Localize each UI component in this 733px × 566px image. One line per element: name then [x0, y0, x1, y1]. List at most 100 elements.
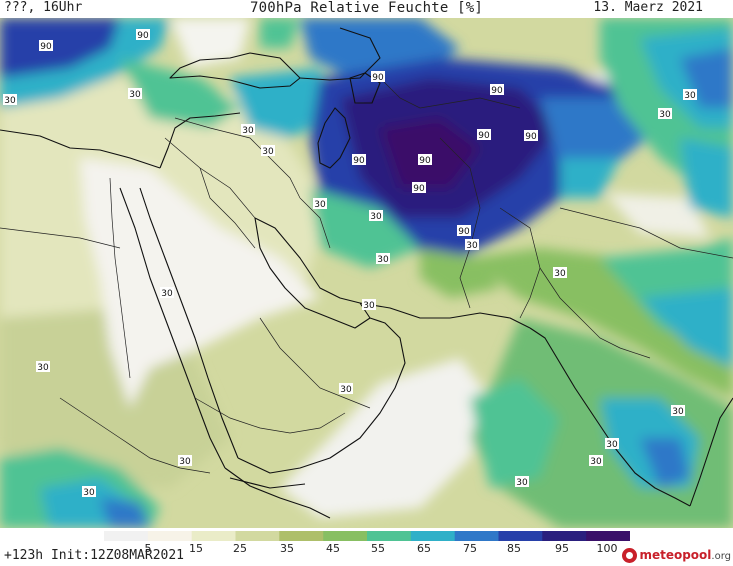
- contour-label: 90: [457, 225, 471, 237]
- color-scale-swatch: [586, 531, 630, 541]
- contour-label: 30: [671, 405, 685, 417]
- svg-text:90: 90: [413, 184, 425, 194]
- meteopool-logo-icon: [622, 547, 638, 563]
- svg-text:30: 30: [466, 241, 478, 251]
- color-scale-tick-label: 85: [507, 542, 521, 555]
- color-scale-tick-label: 100: [596, 542, 618, 555]
- color-scale-tick-label: 75: [463, 542, 477, 555]
- logo-domain: .org: [711, 551, 731, 562]
- humidity-field: [0, 18, 733, 528]
- contour-label: 30: [465, 239, 479, 251]
- contour-label: 30: [589, 455, 603, 467]
- svg-text:30: 30: [161, 289, 173, 299]
- color-scale-swatch: [454, 531, 499, 541]
- contour-label: 90: [524, 130, 538, 142]
- contour-label: 30: [261, 145, 275, 157]
- humidity-map: 90 90 30 30 90 90 90 90 90 90 30 30 90 30 30 30 90 30 30 30…: [0, 18, 733, 528]
- contour-label: 90: [418, 154, 432, 166]
- svg-text:90: 90: [491, 86, 503, 96]
- svg-text:30: 30: [554, 269, 566, 279]
- color-scale-swatch: [279, 531, 324, 541]
- color-scale-tick-label: 65: [417, 542, 431, 555]
- contour-label-layer: 90 90 30 30 90 90 90 90 90 90 30 30 90 30 30 30 90 30 30 30…: [3, 29, 697, 498]
- color-scale-tick-label: 55: [371, 542, 385, 555]
- contour-label: 30: [82, 486, 96, 498]
- svg-text:30: 30: [37, 363, 49, 373]
- color-scale-swatch: [498, 531, 543, 541]
- svg-text:30: 30: [179, 457, 191, 467]
- svg-text:30: 30: [516, 478, 528, 488]
- contour-label: 30: [3, 94, 17, 106]
- contour-label: 90: [352, 154, 366, 166]
- svg-text:30: 30: [363, 301, 375, 311]
- contour-label: 30: [515, 476, 529, 488]
- forecast-time-label: ???, 16Uhr: [4, 0, 83, 15]
- svg-text:30: 30: [590, 457, 602, 467]
- color-scale-tick-label: 15: [189, 542, 203, 555]
- contour-label: 30: [362, 299, 376, 311]
- svg-text:90: 90: [40, 42, 52, 52]
- contour-label: 30: [160, 287, 174, 299]
- color-scale-swatch: [104, 531, 149, 541]
- svg-text:30: 30: [684, 91, 696, 101]
- svg-text:30: 30: [83, 488, 95, 498]
- contour-label: 30: [128, 88, 142, 100]
- color-scale-swatch: [147, 531, 193, 541]
- forecast-date-label: 13. Maerz 2021: [593, 0, 703, 15]
- svg-text:90: 90: [353, 156, 365, 166]
- color-scale-swatch: [235, 531, 280, 541]
- svg-text:30: 30: [377, 255, 389, 265]
- svg-text:30: 30: [370, 212, 382, 222]
- svg-text:90: 90: [372, 73, 384, 83]
- coastlines: [0, 27, 733, 519]
- contour-label: 90: [136, 29, 150, 41]
- color-scale-tick-label: 35: [280, 542, 294, 555]
- color-scale-tick-label: 25: [233, 542, 247, 555]
- color-scale-tick-label: 5: [144, 542, 152, 555]
- color-scale-swatch: [410, 531, 456, 541]
- contour-label: 90: [412, 182, 426, 194]
- svg-text:90: 90: [137, 31, 149, 41]
- contour-label: 30: [369, 210, 383, 222]
- contour-label: 30: [658, 108, 672, 120]
- contour-label: 30: [553, 267, 567, 279]
- contour-label: 90: [477, 129, 491, 141]
- svg-text:90: 90: [419, 156, 431, 166]
- contour-label: 30: [683, 89, 697, 101]
- color-scale-swatch: [191, 531, 236, 541]
- svg-text:30: 30: [672, 407, 684, 417]
- svg-text:30: 30: [242, 126, 254, 136]
- country-borders: [0, 77, 733, 474]
- contour-label: 30: [376, 253, 390, 265]
- contour-label: 30: [605, 438, 619, 450]
- color-scale-bar: [104, 531, 630, 541]
- color-scale-tick-label: 95: [555, 542, 569, 555]
- svg-text:90: 90: [478, 131, 490, 141]
- forecast-run-label: +123h Init:12Z08MAR2021: [4, 548, 185, 563]
- contour-label: 30: [241, 124, 255, 136]
- meteopool-logo[interactable]: meteopool .org: [622, 544, 731, 566]
- svg-text:30: 30: [659, 110, 671, 120]
- contour-label: 90: [39, 40, 53, 52]
- contour-label: 90: [371, 71, 385, 83]
- color-scale-swatch: [367, 531, 412, 541]
- svg-text:30: 30: [606, 440, 618, 450]
- color-scale-tick-label: 45: [326, 542, 340, 555]
- svg-text:90: 90: [458, 227, 470, 237]
- svg-text:30: 30: [314, 200, 326, 210]
- svg-text:30: 30: [4, 96, 16, 106]
- logo-text: meteopool: [639, 548, 712, 562]
- contour-label: 30: [313, 198, 327, 210]
- contour-label: 30: [178, 455, 192, 467]
- contour-label: 30: [339, 383, 353, 395]
- contour-label: 30: [36, 361, 50, 373]
- svg-text:30: 30: [262, 147, 274, 157]
- color-scale-swatch: [323, 531, 368, 541]
- svg-text:90: 90: [525, 132, 537, 142]
- map-title: 700hPa Relative Feuchte [%]: [250, 0, 483, 16]
- svg-text:30: 30: [129, 90, 141, 100]
- contour-label: 90: [490, 84, 504, 96]
- svg-text:30: 30: [340, 385, 352, 395]
- color-scale-swatch: [542, 531, 587, 541]
